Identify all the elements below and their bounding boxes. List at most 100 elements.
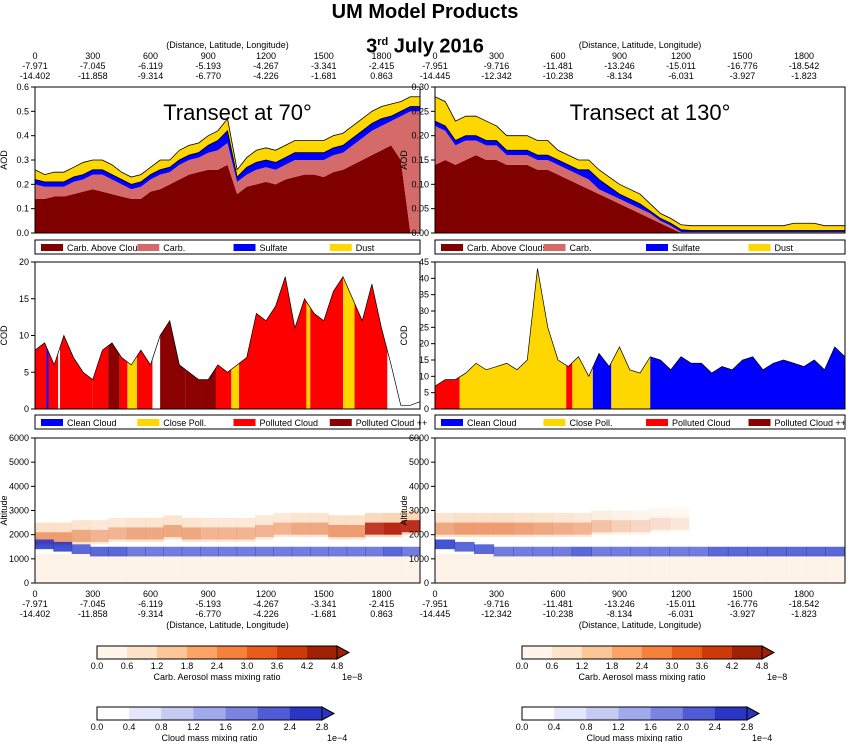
aerosol-cell <box>786 554 807 583</box>
y-tick-label: 20 <box>419 339 429 349</box>
x-tick-latitude: -3.341 <box>311 61 337 71</box>
y-tick-label: 0.15 <box>411 155 429 165</box>
x-tick-distance: 600 <box>143 51 158 61</box>
aerosol-cell <box>255 554 274 583</box>
aerosol-cell <box>610 554 631 583</box>
x-tick-longitude: -11.858 <box>78 609 108 619</box>
y-tick-label: 0 <box>424 578 429 588</box>
cod-segment <box>459 268 567 409</box>
colorbar-label: Carb. Aerosol mass mixing ratio <box>578 672 705 682</box>
colorbar-cell <box>522 646 553 659</box>
y-tick-label: 0 <box>424 404 429 414</box>
legend-label: Polluted Cloud <box>260 418 319 428</box>
x-tick-distance: 1500 <box>314 589 334 599</box>
x-tick-latitude: -15.011 <box>666 599 696 609</box>
legend-label: Sulfate <box>260 243 288 253</box>
cod-line <box>34 275 421 406</box>
x-tick-distance: 1500 <box>314 51 334 61</box>
x-tick-longitude: -1.823 <box>791 71 817 81</box>
x-tick-distance: 900 <box>201 589 216 599</box>
colorbar-cell <box>522 707 555 720</box>
x-tick-latitude: -18.542 <box>789 61 820 71</box>
aerosol-cell <box>126 554 146 583</box>
y-tick-label: 0.5 <box>16 106 29 116</box>
y-tick-label: 10 <box>19 331 29 341</box>
x-tick-latitude: -4.267 <box>253 61 279 71</box>
y-tick-label: 0.1 <box>16 204 29 214</box>
aerosol-cell <box>236 554 256 583</box>
cloud-cell <box>328 546 348 557</box>
cod-segment <box>435 376 460 409</box>
cloud-cell <box>786 546 807 557</box>
aerosol-cell <box>126 527 146 540</box>
legend-label: Close Poll. <box>570 418 613 428</box>
y-axis-label: COD <box>399 325 409 346</box>
colorbar-exponent: 1e−8 <box>767 672 787 682</box>
legend-label: Close Poll. <box>163 418 206 428</box>
x-tick-latitude: -15.011 <box>666 61 696 71</box>
y-tick-label: 0 <box>24 404 29 414</box>
aerosol-cell <box>435 554 456 583</box>
aerosol-cell <box>474 554 495 583</box>
y-tick-label: 5 <box>424 388 429 398</box>
y-axis-label: AOD <box>0 150 9 170</box>
aerosol-cell <box>236 527 256 540</box>
x-tick-longitude: 0.863 <box>370 609 393 619</box>
aerosol-cell <box>571 522 592 535</box>
colorbar-cell <box>582 646 613 659</box>
aerosol-cell <box>53 532 73 545</box>
colorbar-cell <box>277 646 308 659</box>
x-axis-label: (Distance, Latitude, Longitude) <box>579 620 702 630</box>
x-tick-distance: 1200 <box>256 589 276 599</box>
colorbar-cell <box>247 646 278 659</box>
aerosol-cell <box>454 522 475 535</box>
cloud-cell <box>552 546 573 557</box>
cloud-cell <box>53 541 73 552</box>
legend-label: Polluted Cloud ++ <box>775 418 847 428</box>
x-tick-latitude: -7.045 <box>80 599 106 609</box>
y-tick-label: 0.25 <box>411 106 429 116</box>
colorbar-tick: 4.8 <box>331 661 344 671</box>
x-tick-longitude: -14.445 <box>420 71 451 81</box>
legend-swatch <box>441 244 463 251</box>
x-tick-longitude: 0.863 <box>370 71 393 81</box>
cod-segment <box>231 363 240 409</box>
colorbar-cell <box>161 707 194 720</box>
colorbar-exponent: 1e−4 <box>752 733 772 742</box>
y-axis-label: Altitude <box>0 495 9 525</box>
x-tick-distance: 1200 <box>256 51 276 61</box>
y-tick-label: 45 <box>419 257 429 267</box>
colorbar-cell <box>702 646 733 659</box>
legend-label: Carb. Above Clouds <box>467 243 548 253</box>
x-tick-longitude: -6.031 <box>668 609 694 619</box>
y-tick-label: 0.3 <box>16 155 29 165</box>
cod-segment <box>202 367 216 409</box>
cod-segment <box>46 347 49 409</box>
legend-swatch <box>233 419 256 426</box>
aerosol-cell <box>346 554 366 583</box>
aerosol-cell <box>571 554 592 583</box>
y-tick-label: 10 <box>419 371 429 381</box>
cloud-cell <box>649 546 670 557</box>
colorbar-tick: 3.6 <box>696 661 709 671</box>
panel-title: Transect at 130° <box>570 100 731 125</box>
cloud-cell <box>126 546 146 557</box>
aerosol-cell <box>727 554 748 583</box>
colorbar-cell <box>157 646 188 659</box>
colorbar-cell <box>554 707 587 720</box>
x-tick-latitude: -11.481 <box>543 61 573 71</box>
y-tick-label: 0.00 <box>411 228 429 238</box>
colorbar-label: Carb. Aerosol mass mixing ratio <box>153 672 280 682</box>
x-tick-latitude: -7.045 <box>80 61 106 71</box>
colorbar-cell <box>552 646 583 659</box>
x-tick-distance: 0 <box>32 589 37 599</box>
y-tick-label: 2000 <box>9 530 29 540</box>
colorbar-label: Cloud mass mixing ratio <box>586 733 682 742</box>
aerosol-cell <box>669 508 690 533</box>
x-tick-latitude: -9.716 <box>484 599 510 609</box>
aerosol-cell <box>435 522 456 535</box>
y-axis-label: COD <box>0 325 9 346</box>
x-tick-distance: 0 <box>432 51 437 61</box>
cloud-cell <box>291 546 311 557</box>
aerosol-cell <box>273 522 293 535</box>
